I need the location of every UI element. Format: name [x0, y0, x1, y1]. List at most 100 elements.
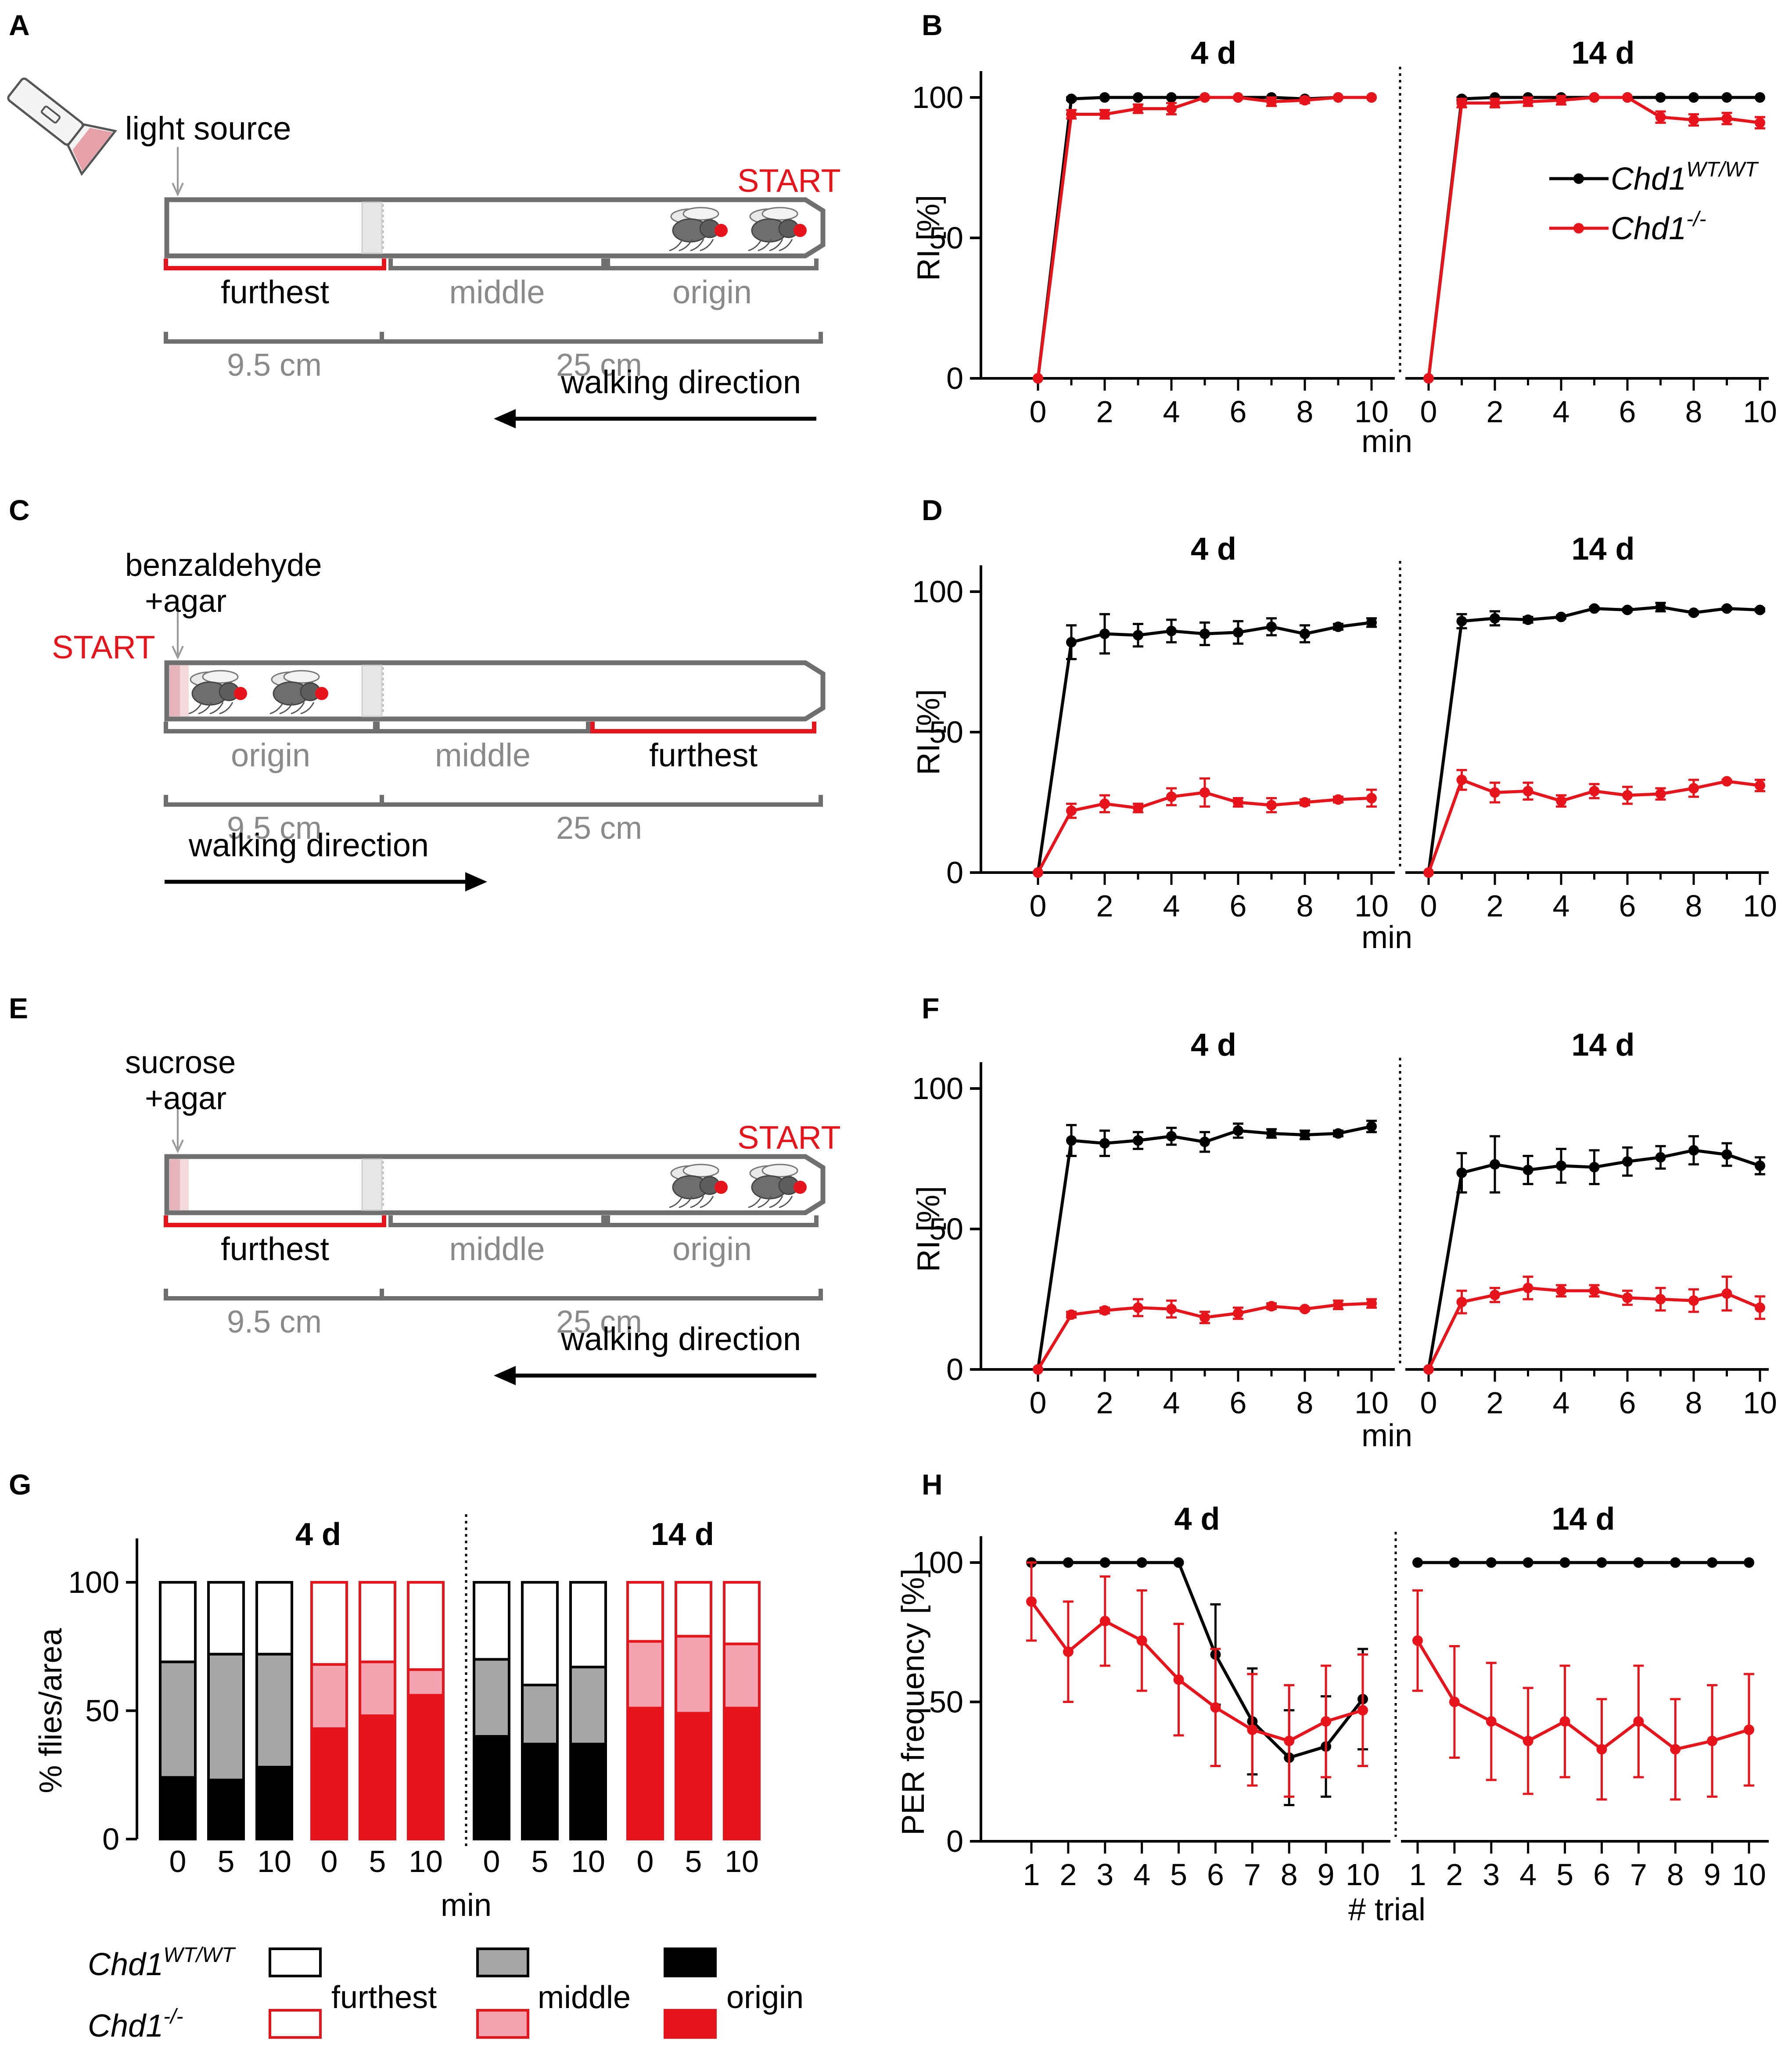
- data-point: [1655, 1294, 1666, 1304]
- subplot-title: 4 d: [1191, 1028, 1236, 1063]
- x-axis-label: min: [1361, 920, 1412, 955]
- subplot-title: 14 d: [651, 1517, 714, 1552]
- legend-ko-name: Chd1: [88, 2008, 163, 2044]
- x-tick-label: 10: [1732, 1858, 1766, 1892]
- legend-area-label: origin: [726, 1980, 804, 2015]
- data-point: [1449, 1557, 1460, 1568]
- bar-middle: [359, 1660, 396, 1717]
- data-point: [1300, 95, 1310, 106]
- y-axis-label: PER frequency [%]: [896, 1568, 931, 1835]
- bar-middle: [723, 1642, 761, 1710]
- x-tick-label: 10: [257, 1844, 291, 1879]
- x-tick-label: 9: [1704, 1858, 1721, 1892]
- zone-label: furthest: [221, 274, 329, 310]
- fly-icon: [669, 1164, 728, 1208]
- x-tick-label: 8: [1296, 1386, 1314, 1420]
- data-point: [1523, 614, 1533, 625]
- bar-origin: [207, 1779, 245, 1840]
- data-point: [1556, 611, 1566, 622]
- fly-eye: [315, 687, 328, 700]
- panel-letter-G: G: [9, 1468, 31, 1501]
- fly-leg: [779, 239, 793, 252]
- data-point: [1456, 97, 1467, 108]
- x-axis-label: min: [1361, 1418, 1412, 1453]
- legend-ko-sup: -/-: [1686, 208, 1706, 231]
- test-tube: [164, 660, 826, 722]
- fly-eye: [715, 224, 728, 237]
- x-tick-label: 2: [1096, 889, 1113, 923]
- subplot-title: 4 d: [1174, 1502, 1220, 1537]
- fly-leg: [700, 239, 714, 252]
- test-tube: [164, 197, 826, 259]
- bar-furthest: [207, 1581, 245, 1656]
- zone-bracket: [375, 722, 590, 733]
- zone-label: origin: [231, 737, 310, 773]
- x-tick-label: 0: [1030, 1386, 1047, 1420]
- x-tick-label: 8: [1685, 889, 1702, 923]
- data-point: [1523, 786, 1533, 797]
- panel-letter-H: H: [922, 1468, 943, 1501]
- fly-wing: [682, 207, 719, 221]
- zone-label: middle: [449, 274, 545, 310]
- x-tick-label: 2: [1096, 1386, 1113, 1420]
- x-tick-label: 4: [1519, 1858, 1537, 1892]
- data-point: [1300, 797, 1310, 808]
- distance-long: 25 cm: [556, 811, 642, 846]
- x-tick-label: 6: [1619, 889, 1636, 923]
- x-tick-label: 6: [1619, 1386, 1636, 1420]
- data-point: [1596, 1557, 1607, 1568]
- zone-bracket: [388, 1215, 606, 1227]
- data-point: [1589, 786, 1600, 797]
- fly-leg: [669, 1196, 683, 1208]
- legend-wt-label: Chd1WT/WT: [88, 1944, 236, 1982]
- legend-ko-label: Chd1-/-: [88, 2005, 183, 2044]
- y-tick-label: 100: [68, 1565, 119, 1599]
- data-point: [1721, 1149, 1732, 1160]
- zone-label: origin: [672, 1231, 752, 1267]
- x-tick-label: 6: [1207, 1858, 1224, 1892]
- data-point: [1622, 1156, 1633, 1167]
- stimulus-agar-fade: [180, 665, 189, 716]
- data-point: [1412, 1557, 1423, 1568]
- zone-bracket: [606, 259, 819, 270]
- data-point: [1099, 798, 1110, 809]
- start-label: START: [737, 162, 841, 199]
- x-tick-label: 0: [169, 1844, 187, 1879]
- subplot-title: 14 d: [1571, 1028, 1634, 1063]
- subplot-title: 14 d: [1571, 532, 1634, 567]
- x-tick-label: 7: [1630, 1858, 1647, 1892]
- wt-series-line: [1427, 96, 1760, 379]
- y-tick-label: 50: [929, 221, 963, 255]
- fly-leg: [291, 702, 305, 715]
- data-point: [1333, 622, 1343, 632]
- data-point: [1173, 1674, 1184, 1685]
- test-tube: [164, 1154, 826, 1215]
- subplot-14d: 14 d 0 2 4 6 8 10: [1420, 1028, 1777, 1420]
- panel-letter-B: B: [922, 9, 943, 41]
- x-tick-label: 5: [1170, 1858, 1187, 1892]
- legend-area-label: middle: [538, 1980, 631, 2015]
- bar-origin: [723, 1707, 761, 1840]
- data-point: [1266, 96, 1277, 107]
- data-point: [1199, 1136, 1210, 1147]
- x-tick-label: 8: [1296, 395, 1314, 429]
- legend-wt-name: Chd1: [1611, 162, 1686, 197]
- bar-origin: [473, 1735, 510, 1840]
- bar-middle: [310, 1663, 348, 1730]
- distance-bracket: [164, 332, 823, 344]
- subplot-title: 14 d: [1571, 36, 1634, 71]
- data-point: [1099, 109, 1110, 120]
- panel-letter-F: F: [922, 992, 939, 1024]
- data-point: [1523, 1164, 1533, 1175]
- x-tick-label: 8: [1281, 1858, 1298, 1892]
- data-point: [1233, 797, 1243, 808]
- data-point: [1490, 97, 1500, 108]
- fly-leg: [209, 702, 224, 715]
- ko-series-line: [1427, 96, 1760, 379]
- distance-short: 9.5 cm: [227, 1304, 322, 1340]
- zone-label: middle: [435, 737, 531, 773]
